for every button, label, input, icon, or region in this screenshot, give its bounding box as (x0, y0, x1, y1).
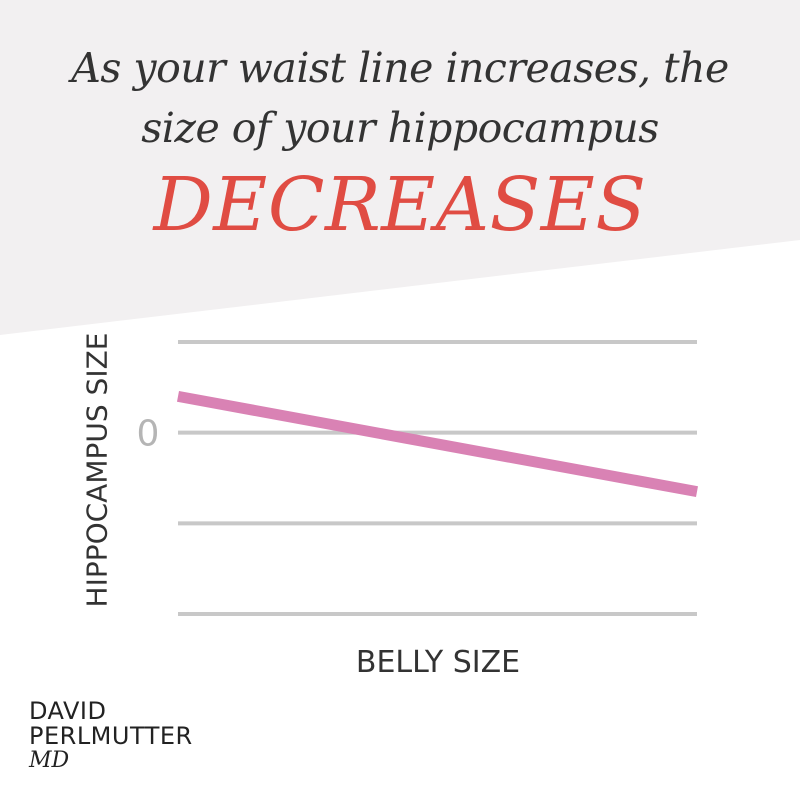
headline-line-2: size of your hippocampus (141, 104, 659, 152)
brand-name-last: PERLMUTTER (29, 722, 193, 750)
brand-suffix: MD (29, 748, 70, 773)
gridlines (178, 340, 697, 616)
headline-line-1: As your waist line increases, the (71, 44, 729, 92)
y-tick-labels: 0 (137, 414, 160, 455)
series-line (177, 390, 698, 498)
y-tick-label: 0 (137, 414, 160, 455)
headline-emphasis: DECREASES (153, 162, 647, 248)
brand-name-first: DAVID (29, 697, 107, 725)
y-axis-label: HIPPOCAMPUS SIZE (80, 332, 114, 608)
background-band (0, 0, 800, 335)
x-axis-label: BELLY SIZE (355, 645, 521, 680)
series-lines (177, 390, 698, 498)
